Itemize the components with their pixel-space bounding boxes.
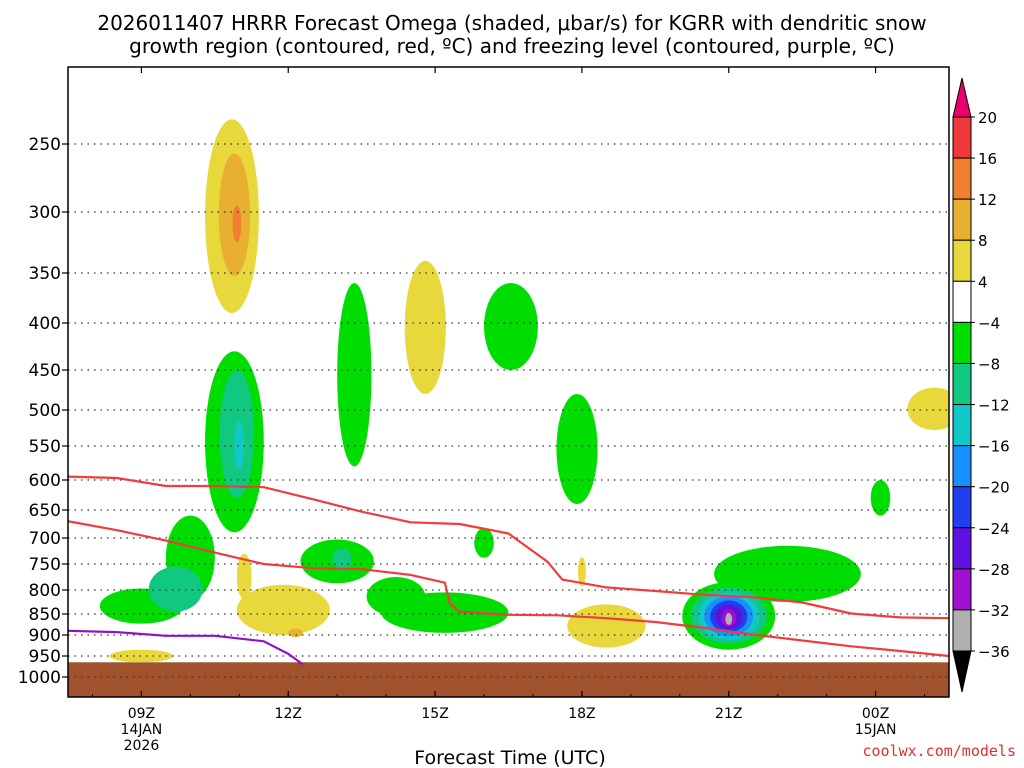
colorbar-swatch-1 [952, 116, 972, 159]
omega-region-pos4 [404, 260, 446, 394]
colorbar-label-13: −36 [978, 643, 1010, 661]
x-tick-year-09Z: 2026 [124, 738, 160, 754]
colorbar: 20 16 12 8 4 −4 −8 −12 −16 −20 −24 −28 −32 −36 [952, 77, 1010, 693]
colorbar-label-3: 8 [978, 232, 988, 250]
x-tick-date-00Z: 15JAN [855, 722, 897, 738]
omega-region-neg8 [332, 548, 352, 570]
chart-title-line2: growth region (contoured, red, ºC) and f… [129, 34, 895, 58]
colorbar-swatch-5 [952, 280, 972, 323]
y-tick-label-300: 300 [29, 203, 61, 223]
omega-region-neg4 [484, 283, 538, 370]
y-tick-label-450: 450 [29, 361, 61, 381]
colorbar-bottom-arrow [952, 650, 972, 693]
colorbar-top-arrow [952, 77, 972, 118]
x-tick-label-12Z: 12Z [275, 706, 302, 722]
x-tick-label-18Z: 18Z [568, 706, 595, 722]
colorbar-swatch-8 [952, 404, 972, 447]
y-tick-label-900: 900 [29, 626, 61, 646]
x-tick-label-15Z: 15Z [421, 706, 448, 722]
y-tick-label-1000: 1000 [18, 668, 61, 688]
omega-region-pos4 [109, 649, 174, 663]
colorbar-swatch-4 [952, 239, 972, 282]
omega-region-neg4 [474, 527, 494, 558]
omega-region-neg4 [870, 480, 891, 516]
omega-region-pos8 [288, 628, 303, 638]
colorbar-label-1: 16 [978, 150, 997, 168]
omega-region-neg4 [366, 577, 426, 617]
colorbar-swatch-7 [952, 362, 972, 406]
y-tick-label-950: 950 [29, 647, 61, 667]
omega-region-pos4 [578, 557, 586, 587]
omega-region-neg4 [337, 283, 372, 467]
omega-region-neg4 [556, 394, 598, 504]
omega-region-pos4 [567, 604, 646, 648]
plot-frame [67, 66, 950, 698]
omega-shading [68, 119, 949, 697]
omega-region-pos4 [907, 387, 949, 431]
y-tick-label-350: 350 [29, 264, 61, 284]
y-tick-label-700: 700 [29, 529, 61, 549]
colorbar-label-8: −16 [978, 438, 1010, 456]
colorbar-swatch-3 [952, 198, 972, 241]
x-tick-label-09Z: 09Z [128, 706, 155, 722]
x-tick-label-21Z: 21Z [715, 706, 742, 722]
colorbar-label-0: 20 [978, 109, 997, 127]
colorbar-label-7: −12 [978, 397, 1010, 415]
omega-region-pos4 [236, 584, 330, 636]
y-tick-label-500: 500 [29, 401, 61, 421]
colorbar-label-9: −20 [978, 479, 1010, 497]
y-tick-label-250: 250 [29, 135, 61, 155]
omega-region-neg12 [234, 420, 245, 470]
colorbar-swatch-10 [952, 486, 972, 529]
y-axis: 2503003504004505005506006507007508008509… [18, 135, 68, 688]
colorbar-label-2: 12 [978, 191, 997, 209]
colorbar-swatch-13 [952, 609, 972, 652]
colorbar-label-5: −4 [978, 314, 1000, 332]
y-tick-label-400: 400 [29, 314, 61, 334]
colorbar-swatch-12 [952, 568, 972, 611]
dendritic-growth-contour-1 [68, 475, 949, 620]
omega-region-neg8 [148, 566, 203, 612]
chart-title-line1: 2026011407 HRRR Forecast Omega (shaded, … [97, 11, 926, 35]
omega-region-pos12 [232, 205, 242, 243]
freezing-level-contour [68, 629, 304, 666]
colorbar-swatch-9 [952, 445, 972, 488]
y-tick-label-750: 750 [29, 555, 61, 575]
colorbar-swatch-2 [952, 157, 972, 200]
colorbar-swatch-11 [952, 527, 972, 570]
y-tick-label-800: 800 [29, 581, 61, 601]
colorbar-label-12: −32 [978, 602, 1010, 620]
colorbar-label-10: −24 [978, 520, 1010, 538]
y-tick-label-850: 850 [29, 605, 61, 625]
x-axis-title: Forecast Time (UTC) [414, 747, 605, 768]
x-tick-date-09Z: 14JAN [121, 722, 163, 738]
terrain-below-ground [68, 662, 949, 697]
contour-layer [68, 475, 949, 666]
omega-region-pos4 [236, 553, 252, 600]
colorbar-swatch-6 [952, 321, 972, 364]
colorbar-label-11: −28 [978, 561, 1010, 579]
y-tick-label-600: 600 [29, 471, 61, 491]
x-tick-label-00Z: 00Z [862, 706, 889, 722]
dendritic-growth-contour-2 [68, 520, 949, 658]
omega-region-neg32 [725, 613, 733, 625]
colorbar-label-6: −8 [978, 355, 1000, 373]
y-tick-label-650: 650 [29, 501, 61, 521]
y-tick-label-550: 550 [29, 437, 61, 457]
site-credit: coolwx.com/models [862, 742, 1016, 760]
colorbar-label-4: 4 [978, 273, 988, 291]
